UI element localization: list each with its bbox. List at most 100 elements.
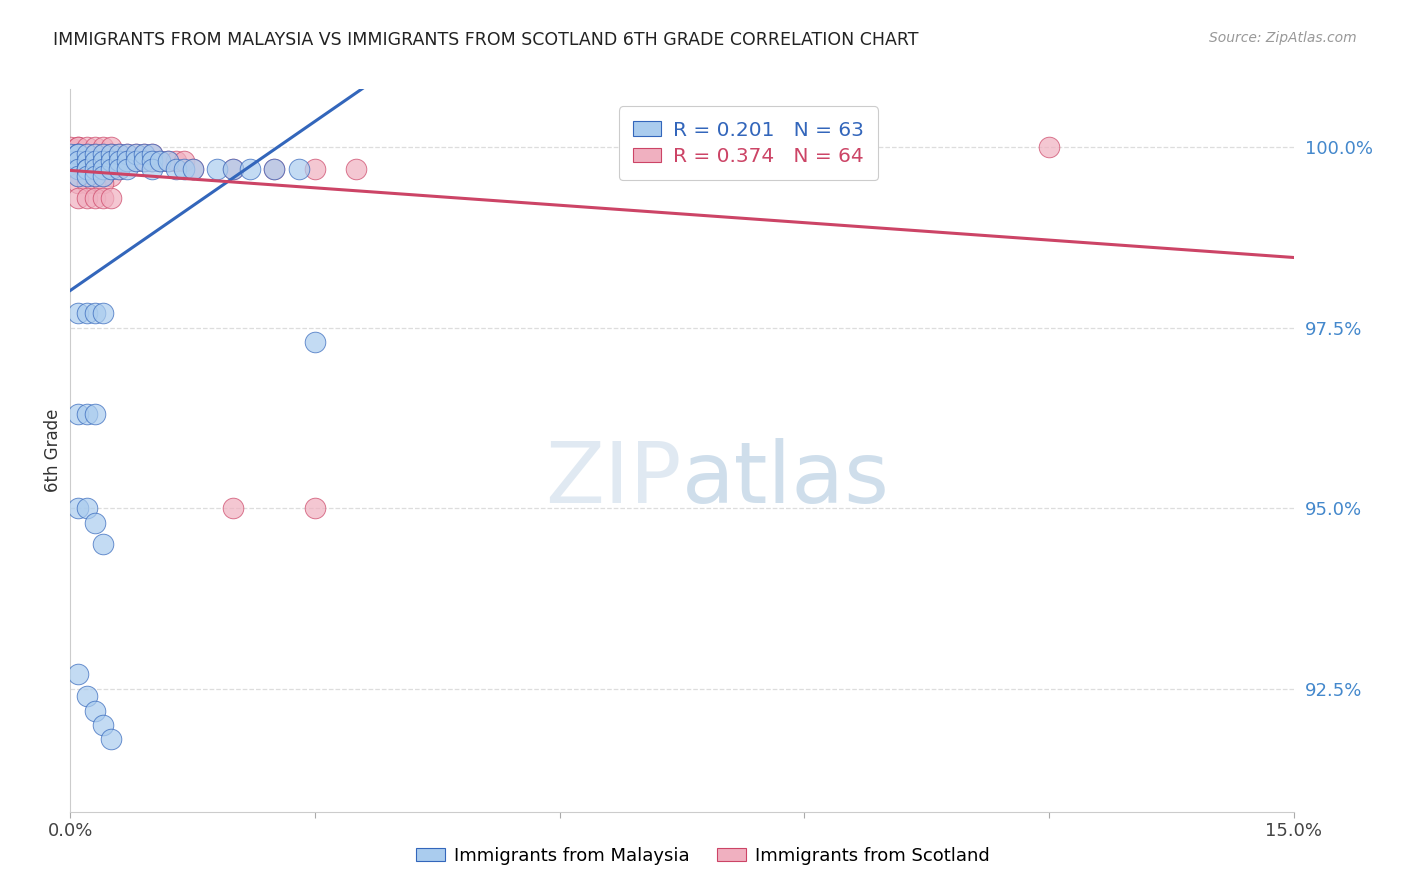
Point — [117, 147, 139, 161]
Point — [59, 147, 82, 161]
Point — [181, 161, 204, 176]
Point — [304, 334, 326, 349]
Point — [67, 407, 90, 421]
Point — [149, 154, 172, 169]
Point — [304, 161, 326, 176]
Point — [83, 306, 105, 320]
Legend: Immigrants from Malaysia, Immigrants from Scotland: Immigrants from Malaysia, Immigrants fro… — [409, 840, 997, 872]
Point — [83, 169, 105, 183]
Point — [91, 147, 114, 161]
Point — [76, 154, 98, 169]
Point — [67, 147, 90, 161]
Point — [91, 537, 114, 551]
Point — [67, 154, 90, 169]
Point — [100, 154, 122, 169]
Point — [67, 147, 90, 161]
Point — [76, 140, 98, 154]
Point — [76, 154, 98, 169]
Point — [83, 147, 105, 161]
Point — [100, 140, 122, 154]
Point — [83, 704, 105, 718]
Point — [222, 501, 245, 516]
Point — [124, 147, 146, 161]
Point — [83, 140, 105, 154]
Point — [76, 147, 98, 161]
Point — [76, 176, 98, 190]
Text: atlas: atlas — [682, 438, 890, 521]
Text: IMMIGRANTS FROM MALAYSIA VS IMMIGRANTS FROM SCOTLAND 6TH GRADE CORRELATION CHART: IMMIGRANTS FROM MALAYSIA VS IMMIGRANTS F… — [53, 31, 920, 49]
Point — [67, 169, 90, 183]
Point — [263, 161, 285, 176]
Point — [108, 147, 131, 161]
Point — [83, 154, 105, 169]
Point — [117, 161, 139, 176]
Text: Source: ZipAtlas.com: Source: ZipAtlas.com — [1209, 31, 1357, 45]
Point — [344, 161, 367, 176]
Point — [59, 147, 82, 161]
Text: ZIP: ZIP — [546, 438, 682, 521]
Point — [1038, 140, 1060, 154]
Point — [91, 161, 114, 176]
Point — [108, 161, 131, 176]
Point — [76, 161, 98, 176]
Point — [91, 161, 114, 176]
Point — [157, 154, 180, 169]
Point — [67, 140, 90, 154]
Point — [141, 147, 163, 161]
Point — [108, 161, 131, 176]
Point — [132, 154, 155, 169]
Point — [117, 154, 139, 169]
Point — [91, 169, 114, 183]
Point — [67, 147, 90, 161]
Point — [67, 161, 90, 176]
Point — [67, 501, 90, 516]
Point — [165, 154, 187, 169]
Point — [287, 161, 309, 176]
Point — [76, 169, 98, 183]
Point — [83, 516, 105, 530]
Point — [263, 161, 285, 176]
Point — [165, 161, 187, 176]
Point — [91, 154, 114, 169]
Point — [149, 154, 172, 169]
Point — [141, 161, 163, 176]
Point — [76, 169, 98, 183]
Point — [117, 147, 139, 161]
Point — [124, 154, 146, 169]
Point — [83, 190, 105, 204]
Point — [91, 154, 114, 169]
Point — [76, 407, 98, 421]
Point — [91, 190, 114, 204]
Point — [173, 161, 195, 176]
Point — [304, 501, 326, 516]
Point — [100, 147, 122, 161]
Point — [67, 306, 90, 320]
Point — [67, 667, 90, 681]
Point — [141, 147, 163, 161]
Point — [91, 718, 114, 732]
Point — [67, 176, 90, 190]
Point — [76, 147, 98, 161]
Point — [83, 147, 105, 161]
Point — [108, 154, 131, 169]
Point — [91, 169, 114, 183]
Point — [222, 161, 245, 176]
Point — [124, 147, 146, 161]
Point — [67, 169, 90, 183]
Point — [132, 154, 155, 169]
Point — [83, 169, 105, 183]
Point — [91, 140, 114, 154]
Point — [67, 140, 90, 154]
Y-axis label: 6th Grade: 6th Grade — [44, 409, 62, 492]
Point — [59, 154, 82, 169]
Point — [91, 147, 114, 161]
Point — [76, 161, 98, 176]
Point — [91, 176, 114, 190]
Point — [239, 161, 262, 176]
Point — [141, 154, 163, 169]
Point — [173, 154, 195, 169]
Point — [100, 154, 122, 169]
Point — [181, 161, 204, 176]
Point — [100, 190, 122, 204]
Point — [100, 147, 122, 161]
